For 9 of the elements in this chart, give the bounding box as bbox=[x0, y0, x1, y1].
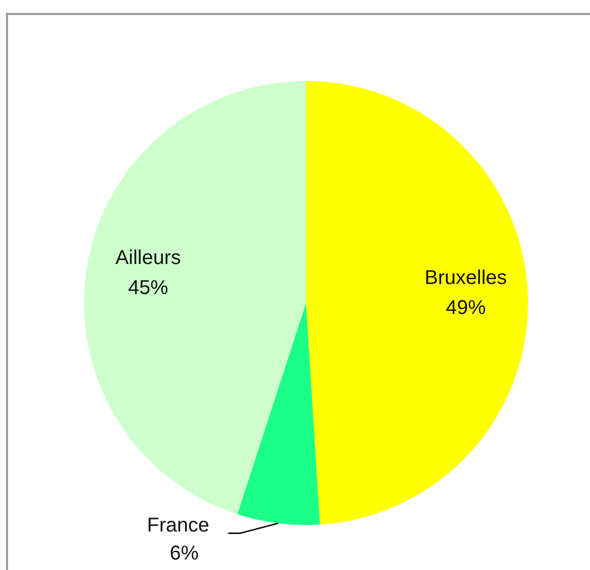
pie-slice bbox=[306, 81, 528, 525]
slice-label: Bruxelles bbox=[424, 266, 507, 289]
pie-slice bbox=[84, 81, 306, 514]
slice-label: France bbox=[147, 514, 210, 536]
data-label: 6% bbox=[170, 542, 199, 564]
data-label: 45% bbox=[128, 276, 168, 299]
pie-slice bbox=[237, 303, 320, 525]
slice-label: Ailleurs bbox=[115, 246, 181, 269]
data-label: 49% bbox=[446, 296, 486, 319]
